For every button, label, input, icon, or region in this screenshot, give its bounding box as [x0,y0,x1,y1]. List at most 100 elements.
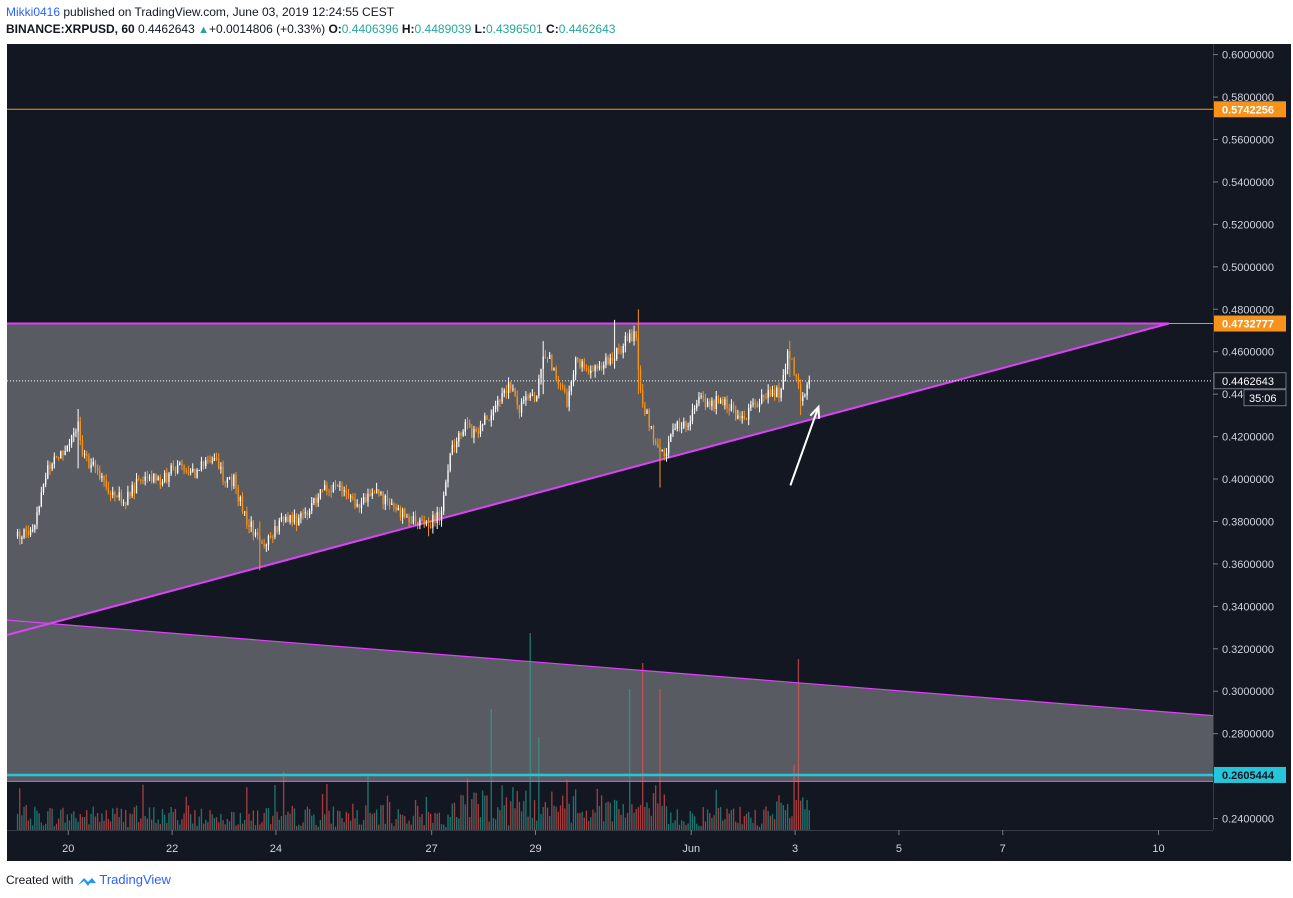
candle-body [324,485,326,491]
volume-bar [672,822,674,833]
candle-body [120,492,123,503]
candle-body [592,370,594,372]
volume-bar [388,801,391,833]
volume-bar [804,809,806,833]
open-value: 0.4406396 [341,22,399,36]
tradingview-link[interactable]: TradingView [99,872,171,887]
candle-body [77,421,79,432]
candle-body [228,477,231,479]
candle-body [497,400,499,406]
volume-bar [146,818,149,833]
candle-body [633,331,635,342]
volume-bar [246,787,248,833]
volume-bar [365,805,367,833]
time-axis[interactable] [7,830,1291,861]
x-tick-label: 5 [896,843,902,855]
candle-body [129,491,131,496]
candle-body [713,400,715,409]
volume-bar [328,810,330,833]
candle-body [27,531,30,536]
candle-body [735,409,737,419]
volume-bar [23,806,25,833]
candle-body [248,524,250,528]
candle-body [192,468,194,472]
volume-bar [291,805,293,833]
volume-bar [114,813,116,833]
candle-body [484,415,486,425]
volume-bar [717,808,720,833]
volume-bar [514,808,516,833]
candle-body [237,487,239,502]
candle-body [557,379,560,385]
candle-body [488,419,490,421]
y-tick-label: 0.3000000 [1222,686,1274,698]
candle-body [293,514,296,523]
volume-bar [116,807,118,833]
volume-bar [432,822,434,833]
volume-bar [527,816,529,833]
candle-body [698,396,700,404]
candle-body [311,503,313,511]
volume-bar [745,813,748,833]
volume-bar [276,811,278,833]
volume-bar [109,821,112,833]
volume-bar [806,800,808,833]
candle-body [289,515,291,522]
candle-body [570,381,572,392]
volume-bar [730,810,733,833]
candle-body [527,396,529,398]
candle-body [315,498,317,503]
candle-body [369,494,371,496]
volume-bar [650,815,653,833]
volume-bar [434,812,436,833]
volume-bar [784,810,787,833]
candle-body [172,465,174,468]
volume-bar [185,796,187,833]
candle-body [414,516,417,523]
volume-bar [795,799,797,833]
volume-bar [371,814,373,833]
y-tick-label: 0.5400000 [1222,177,1274,189]
volume-bar [657,803,659,833]
volume-bar [174,808,177,833]
volume-bar [166,822,168,833]
candle-body [661,450,663,452]
candle-body [183,465,185,471]
x-tick-label: 10 [1152,843,1164,855]
candle-body [23,529,25,538]
price-axis[interactable] [1213,44,1291,861]
candle-body [49,465,51,469]
symbol-label[interactable]: BINANCE:XRPUSD, 60 [6,22,135,36]
candle-body [401,509,404,518]
volume-bar [252,810,254,833]
author-link[interactable]: Mikki0416 [6,5,61,19]
volume-bar [345,811,348,833]
volume-bar [497,807,499,833]
volume-bar [194,810,196,833]
volume-bar [269,824,272,833]
volume-bar [259,824,261,833]
volume-bar [44,823,47,833]
candle-body [187,471,190,473]
countdown-bg [1243,389,1287,407]
volume-bar [330,823,332,833]
candle-body [386,495,389,502]
volume-bar [750,817,752,833]
volume-bar [711,817,713,833]
volume-bar [356,810,358,833]
volume-bar [719,807,722,833]
volume-bar [475,792,477,833]
volume-bar [317,826,319,833]
volume-bar [440,824,443,833]
candle-body [609,357,611,364]
volume-bar [479,817,482,833]
volume-bar [793,764,795,833]
volume-bar [683,821,685,833]
volume-bar [520,811,523,833]
volume-bar [553,805,555,833]
candle-body [412,516,415,523]
candle-body [170,465,172,474]
volume-bar [120,808,123,833]
volume-bar [767,811,769,833]
